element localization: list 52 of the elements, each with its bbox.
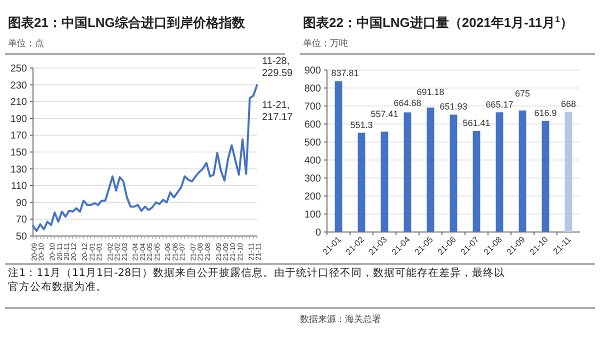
y-tick-label: 150 (10, 148, 28, 158)
chart-title: 图表22：中国LNG进口量（2021年1月-11月$^{1}$） (303, 14, 573, 30)
bar (564, 112, 572, 232)
y-tick-label: 110 (11, 181, 28, 192)
bar (542, 120, 550, 232)
data-label: 651.93 (440, 102, 468, 112)
data-label: 691.18 (416, 86, 444, 97)
bar (380, 132, 388, 232)
data-label: 561.41 (462, 118, 490, 128)
y-tick-label: 210 (10, 97, 28, 108)
data-label: 664.68 (394, 98, 422, 108)
y-tick-label: 230 (10, 80, 28, 92)
data-label: 675 (514, 88, 530, 98)
bar (496, 112, 504, 232)
data-label: 616.9 (534, 108, 557, 118)
y-tick-label: 130 (10, 164, 28, 176)
y-tick-label: 800 (304, 84, 322, 94)
text: 注1：11月（11月1日-28日）数据来自公开披露信息。由于统计口径不同，数据可能存在差异，最终以官方公布数据为准。 (8, 266, 506, 294)
y-tick-label: 300 (304, 174, 322, 184)
bar (450, 114, 458, 232)
bar (334, 81, 342, 232)
bar (518, 110, 526, 232)
chart-subtitle: 单位：点 (8, 38, 44, 48)
y-tick-label: 170 (10, 130, 28, 142)
text: 11-21, 217.17 (262, 100, 294, 123)
y-tick-label: 500 (304, 138, 322, 148)
y-tick-label: 600 (304, 120, 322, 130)
bar (358, 132, 366, 232)
y-tick-label: 0 (315, 228, 322, 238)
data-label: 551.3 (350, 120, 373, 130)
source-note: 数据来源：海关总署 (300, 314, 381, 324)
data-label: 837.81 (331, 68, 359, 78)
data-label: 665.17 (486, 99, 514, 110)
y-tick-label: 50 (16, 232, 28, 242)
y-tick-label: 400 (304, 156, 322, 166)
bar (472, 130, 480, 232)
y-tick-label: 250 (10, 64, 28, 74)
y-tick-label: 200 (304, 192, 322, 202)
bar (404, 112, 412, 232)
line-series (32, 84, 258, 232)
data-label: 557.41 (370, 108, 398, 119)
y-tick-label: 700 (304, 102, 322, 112)
y-tick-label: 190 (10, 114, 28, 125)
chart-subtitle: 单位：万吨 (303, 38, 348, 48)
chart-title: 图表21：中国LNG综合进口到岸价格指数 (8, 15, 246, 30)
y-tick-label: 90 (16, 198, 28, 209)
y-tick-label: 100 (304, 210, 322, 220)
data-label: 668 (560, 98, 576, 109)
y-tick-label: 900 (304, 66, 322, 76)
text: 11-28, 229.59 (262, 56, 294, 79)
bar (426, 108, 434, 232)
y-tick-label: 70 (16, 214, 28, 226)
